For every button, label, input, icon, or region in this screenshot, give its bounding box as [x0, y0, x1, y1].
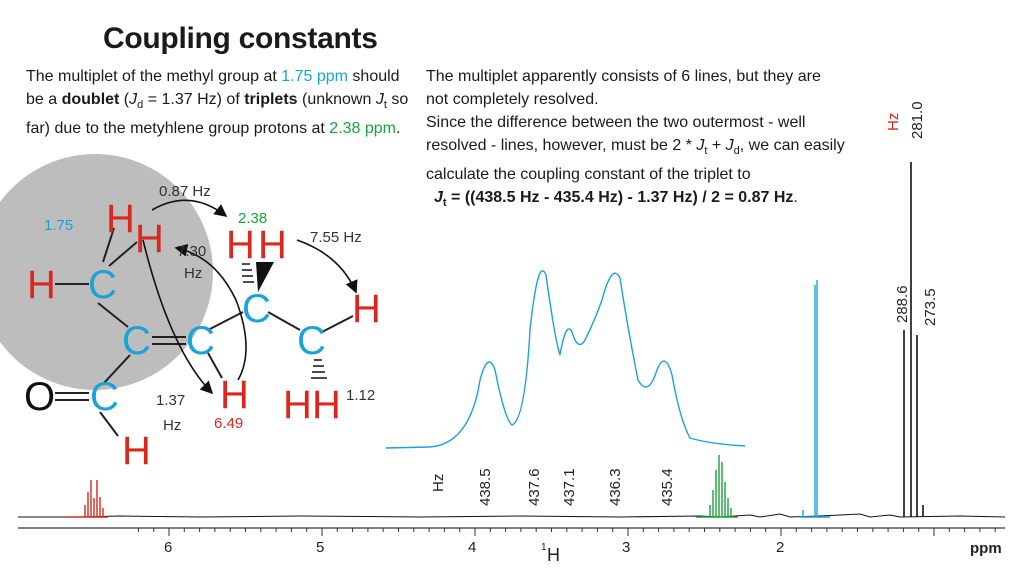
peak-label-273-5: 273.5 [922, 288, 939, 326]
molecule-labels: 1.75 2.38 6.49 0.87 Hz 7.30 Hz 7.55 Hz 1… [44, 183, 375, 434]
atom-h-methyl-2: H [135, 217, 164, 261]
ethyl-peaks [903, 162, 924, 517]
atom-h-aldehyde: H [122, 429, 151, 473]
hash-bond-left [242, 263, 254, 283]
atom-h-methyl-1: H [106, 197, 135, 241]
peak-label-436-3: 436.3 [607, 468, 624, 506]
methyl-shift-text: 1.75 ppm [281, 68, 348, 85]
right-paragraph: The multiplet apparently consists of 6 l… [426, 68, 845, 210]
atom-h-ethyl-methyl-2: H [283, 383, 312, 427]
atom-h-ethyl-methyl-3: H [312, 383, 341, 427]
left-paragraph: The multiplet of the methyl group at 1.7… [26, 68, 409, 138]
atom-o: O [24, 375, 55, 419]
peak-label-288-6: 288.6 [894, 285, 911, 323]
label-j-730-b: Hz [184, 265, 202, 282]
label-shift-vinyl: 6.49 [214, 415, 243, 432]
methyl-highlight-circle [0, 154, 213, 390]
bonds [55, 227, 354, 437]
label-j-087: 0.87 Hz [159, 183, 211, 200]
peak-label-437-6: 437.6 [526, 468, 543, 506]
atom-c-methyl: C [88, 263, 117, 307]
hz-unit-label: Hz [430, 474, 447, 492]
methylene-shift-text: 2.38 ppm [329, 120, 397, 138]
label-j-137-a: 1.37 [156, 392, 185, 409]
atom-c-methylene: C [242, 287, 271, 331]
atom-h-vinyl: H [220, 373, 249, 417]
tick-label-2: 2 [776, 539, 784, 556]
label-shift-methyl: 1.75 [44, 217, 73, 234]
peak-label-438-5: 438.5 [477, 468, 494, 506]
atom-h-methylene-1: H [226, 223, 255, 267]
coupling-equation: Jt = ((438.5 Hz - 435.4 Hz) - 1.37 Hz) /… [434, 189, 794, 210]
x-axis: 6 5 4 3 2 ppm 1 H [18, 527, 1005, 565]
label-j-730-a: 7.30 [177, 243, 206, 260]
hash-bond-right [311, 359, 327, 379]
atom-c-ring1: C [122, 319, 151, 363]
methylene-multiplet [696, 455, 738, 518]
spectrum-baseline [18, 513, 1006, 518]
methyl-peak [800, 280, 830, 518]
peak-label-281-0: 281.0 [909, 101, 926, 139]
atom-h-methyl-3: H [27, 263, 56, 307]
right-hz-unit: Hz [885, 113, 902, 131]
tick-label-6: 6 [164, 539, 172, 556]
atom-c-ethyl-methyl: C [297, 319, 326, 363]
wedge-bond [256, 262, 274, 292]
label-j-137-b: Hz [163, 417, 181, 434]
label-j-112: 1.12 [346, 387, 375, 404]
coupling-arrows [142, 199, 358, 395]
tick-label-3: 3 [622, 539, 630, 556]
atom-h-ethyl-methyl: H [352, 287, 381, 331]
label-shift-methylene: 2.38 [238, 210, 267, 227]
atom-h-methylene-2: H [258, 223, 287, 267]
atoms: H H H C C C O C H H H H C H C H H [24, 197, 381, 473]
vinyl-multiplet [68, 480, 108, 518]
axis-nucleus: H [547, 545, 560, 565]
atom-c-carbonyl: C [90, 375, 119, 419]
peak-label-437-1: 437.1 [561, 468, 578, 506]
tick-label-4: 4 [468, 539, 476, 556]
peak-hz-labels: Hz 438.5 437.6 437.1 436.3 435.4 288.6 2… [430, 101, 939, 506]
slide-title: Coupling constants [103, 22, 378, 55]
peak-label-435-4: 435.4 [659, 468, 676, 506]
axis-unit-ppm: ppm [970, 540, 1002, 557]
tick-label-5: 5 [316, 539, 324, 556]
atom-c-ring2: C [186, 319, 215, 363]
label-j-755: 7.55 Hz [310, 229, 362, 246]
axis-nucleus-sup: 1 [541, 542, 547, 553]
zoomed-multiplet-trace [385, 270, 746, 449]
